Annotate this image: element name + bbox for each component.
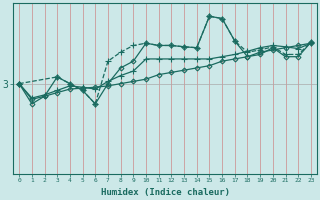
X-axis label: Humidex (Indice chaleur): Humidex (Indice chaleur) [100, 188, 229, 197]
